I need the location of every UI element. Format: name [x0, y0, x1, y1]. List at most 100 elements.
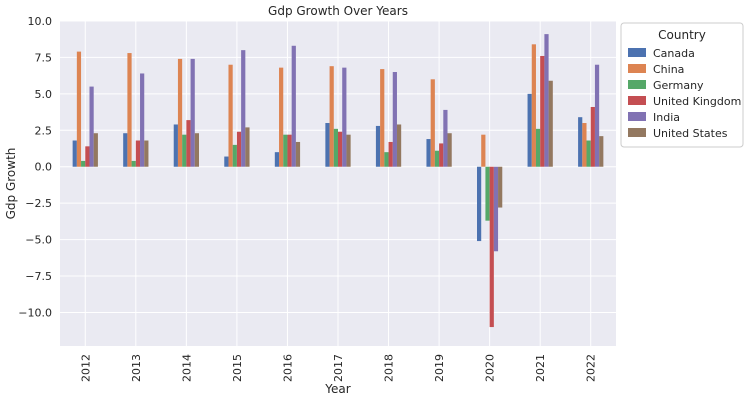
bar-united-kingdom-2019 [439, 143, 444, 167]
y-tick-label: 2.5 [35, 124, 53, 137]
y-tick-label: −2.5 [25, 197, 52, 210]
legend-label-germany: Germany [653, 79, 704, 92]
bar-canada-2015 [224, 156, 229, 167]
x-tick-label: 2014 [180, 354, 193, 382]
bar-india-2012 [89, 86, 94, 167]
bar-canada-2019 [426, 139, 431, 167]
bar-canada-2020 [477, 166, 482, 242]
bar-united-states-2017 [346, 134, 351, 167]
bar-india-2017 [342, 67, 347, 167]
bar-india-2015 [241, 50, 246, 167]
grid [60, 20, 616, 346]
bar-india-2013 [140, 73, 145, 167]
bar-united-states-2021 [548, 80, 553, 167]
bar-united-states-2013 [144, 140, 149, 167]
bar-germany-2014 [182, 134, 187, 167]
bar-united-states-2022 [599, 136, 604, 167]
bar-canada-2017 [325, 123, 330, 167]
bar-canada-2014 [173, 124, 178, 167]
bar-china-2014 [177, 58, 183, 167]
y-tick-label: −7.5 [25, 270, 52, 283]
bar-germany-2012 [81, 160, 86, 167]
bar-canada-2012 [72, 140, 77, 167]
bar-germany-2017 [333, 128, 338, 167]
y-tick-label: 5.0 [35, 88, 53, 101]
y-tick-label: −5.0 [25, 234, 52, 247]
bar-united-states-2014 [194, 133, 199, 167]
x-tick-label: 2022 [585, 354, 598, 382]
y-tick-label: 7.5 [35, 51, 53, 64]
bar-united-kingdom-2016 [287, 134, 292, 167]
bar-india-2014 [190, 58, 195, 167]
x-tick-label: 2012 [79, 354, 92, 382]
bar-china-2018 [380, 69, 385, 167]
legend-swatch-india [628, 112, 646, 121]
y-axis-label: Gdp Growth [4, 148, 18, 220]
x-tick-label: 2020 [484, 354, 497, 382]
bar-united-kingdom-2022 [590, 106, 595, 167]
legend-label-canada: Canada [653, 47, 695, 60]
bar-united-kingdom-2017 [338, 131, 343, 167]
x-tick-label: 2017 [332, 354, 345, 382]
bar-canada-2016 [274, 152, 280, 167]
x-tick-label: 2016 [281, 354, 294, 382]
bar-india-2022 [594, 64, 600, 167]
bar-china-2022 [582, 123, 587, 167]
x-tick-label: 2021 [534, 354, 547, 382]
bar-china-2012 [76, 51, 82, 167]
bar-canada-2018 [375, 125, 381, 167]
legend-swatch-canada [628, 48, 646, 57]
bar-canada-2013 [123, 133, 128, 167]
bar-united-kingdom-2012 [85, 146, 90, 167]
legend-label-united-states: United States [653, 127, 728, 140]
x-tick-label: 2015 [231, 354, 244, 382]
y-tick-label: 10.0 [28, 15, 53, 28]
bar-germany-2016 [283, 134, 288, 167]
legend: Country Canada China Germany United Kingdom… [620, 22, 744, 148]
bar-united-states-2019 [447, 133, 452, 167]
bar-united-states-2015 [245, 127, 250, 167]
bar-united-kingdom-2013 [135, 140, 141, 167]
legend-label-india: India [653, 111, 680, 124]
bar-india-2020 [493, 166, 499, 252]
bar-united-kingdom-2020 [489, 166, 494, 328]
bar-germany-2018 [384, 152, 389, 167]
bar-canada-2021 [527, 93, 532, 167]
bar-china-2013 [127, 53, 132, 167]
legend-label-china: China [653, 63, 684, 76]
bar-india-2018 [392, 72, 397, 167]
bar-united-kingdom-2021 [540, 55, 545, 167]
bar-china-2021 [531, 44, 536, 167]
bar-china-2017 [329, 66, 334, 167]
bar-germany-2019 [434, 150, 440, 167]
bar-india-2016 [291, 45, 296, 167]
bar-germany-2022 [586, 140, 591, 167]
y-tick-label: −10.0 [18, 306, 52, 319]
x-tick-label: 2018 [383, 354, 396, 382]
bar-china-2015 [228, 64, 233, 167]
bar-canada-2022 [578, 117, 583, 167]
bar-united-states-2018 [396, 124, 402, 167]
bar-united-kingdom-2018 [388, 141, 393, 167]
bar-india-2021 [544, 34, 549, 167]
bars [72, 34, 604, 328]
x-tick-label: 2019 [433, 354, 446, 382]
legend-swatch-united-states [628, 128, 646, 137]
bar-china-2019 [430, 79, 435, 167]
x-axis-ticks: 2012 2013 2014 2015 2016 2017 2018 2019 2020 2021… [79, 354, 597, 382]
legend-box [620, 22, 744, 148]
legend-swatch-germany [628, 80, 646, 89]
bar-germany-2013 [131, 160, 136, 167]
bar-united-kingdom-2014 [186, 120, 191, 167]
legend-items: Canada China Germany United Kingdom India Uni… [628, 47, 741, 140]
bar-united-states-2016 [295, 141, 301, 167]
bar-china-2020 [481, 134, 486, 167]
bar-united-states-2020 [498, 166, 503, 208]
legend-swatch-united-kingdom [628, 96, 646, 105]
bar-germany-2020 [485, 166, 490, 221]
y-axis-ticks: 10.0 7.5 5.0 2.5 0.0 −2.5 −5.0 −7.5 −10.0 [18, 15, 52, 319]
bar-india-2019 [443, 109, 448, 167]
y-tick-label: 0.0 [35, 161, 53, 174]
